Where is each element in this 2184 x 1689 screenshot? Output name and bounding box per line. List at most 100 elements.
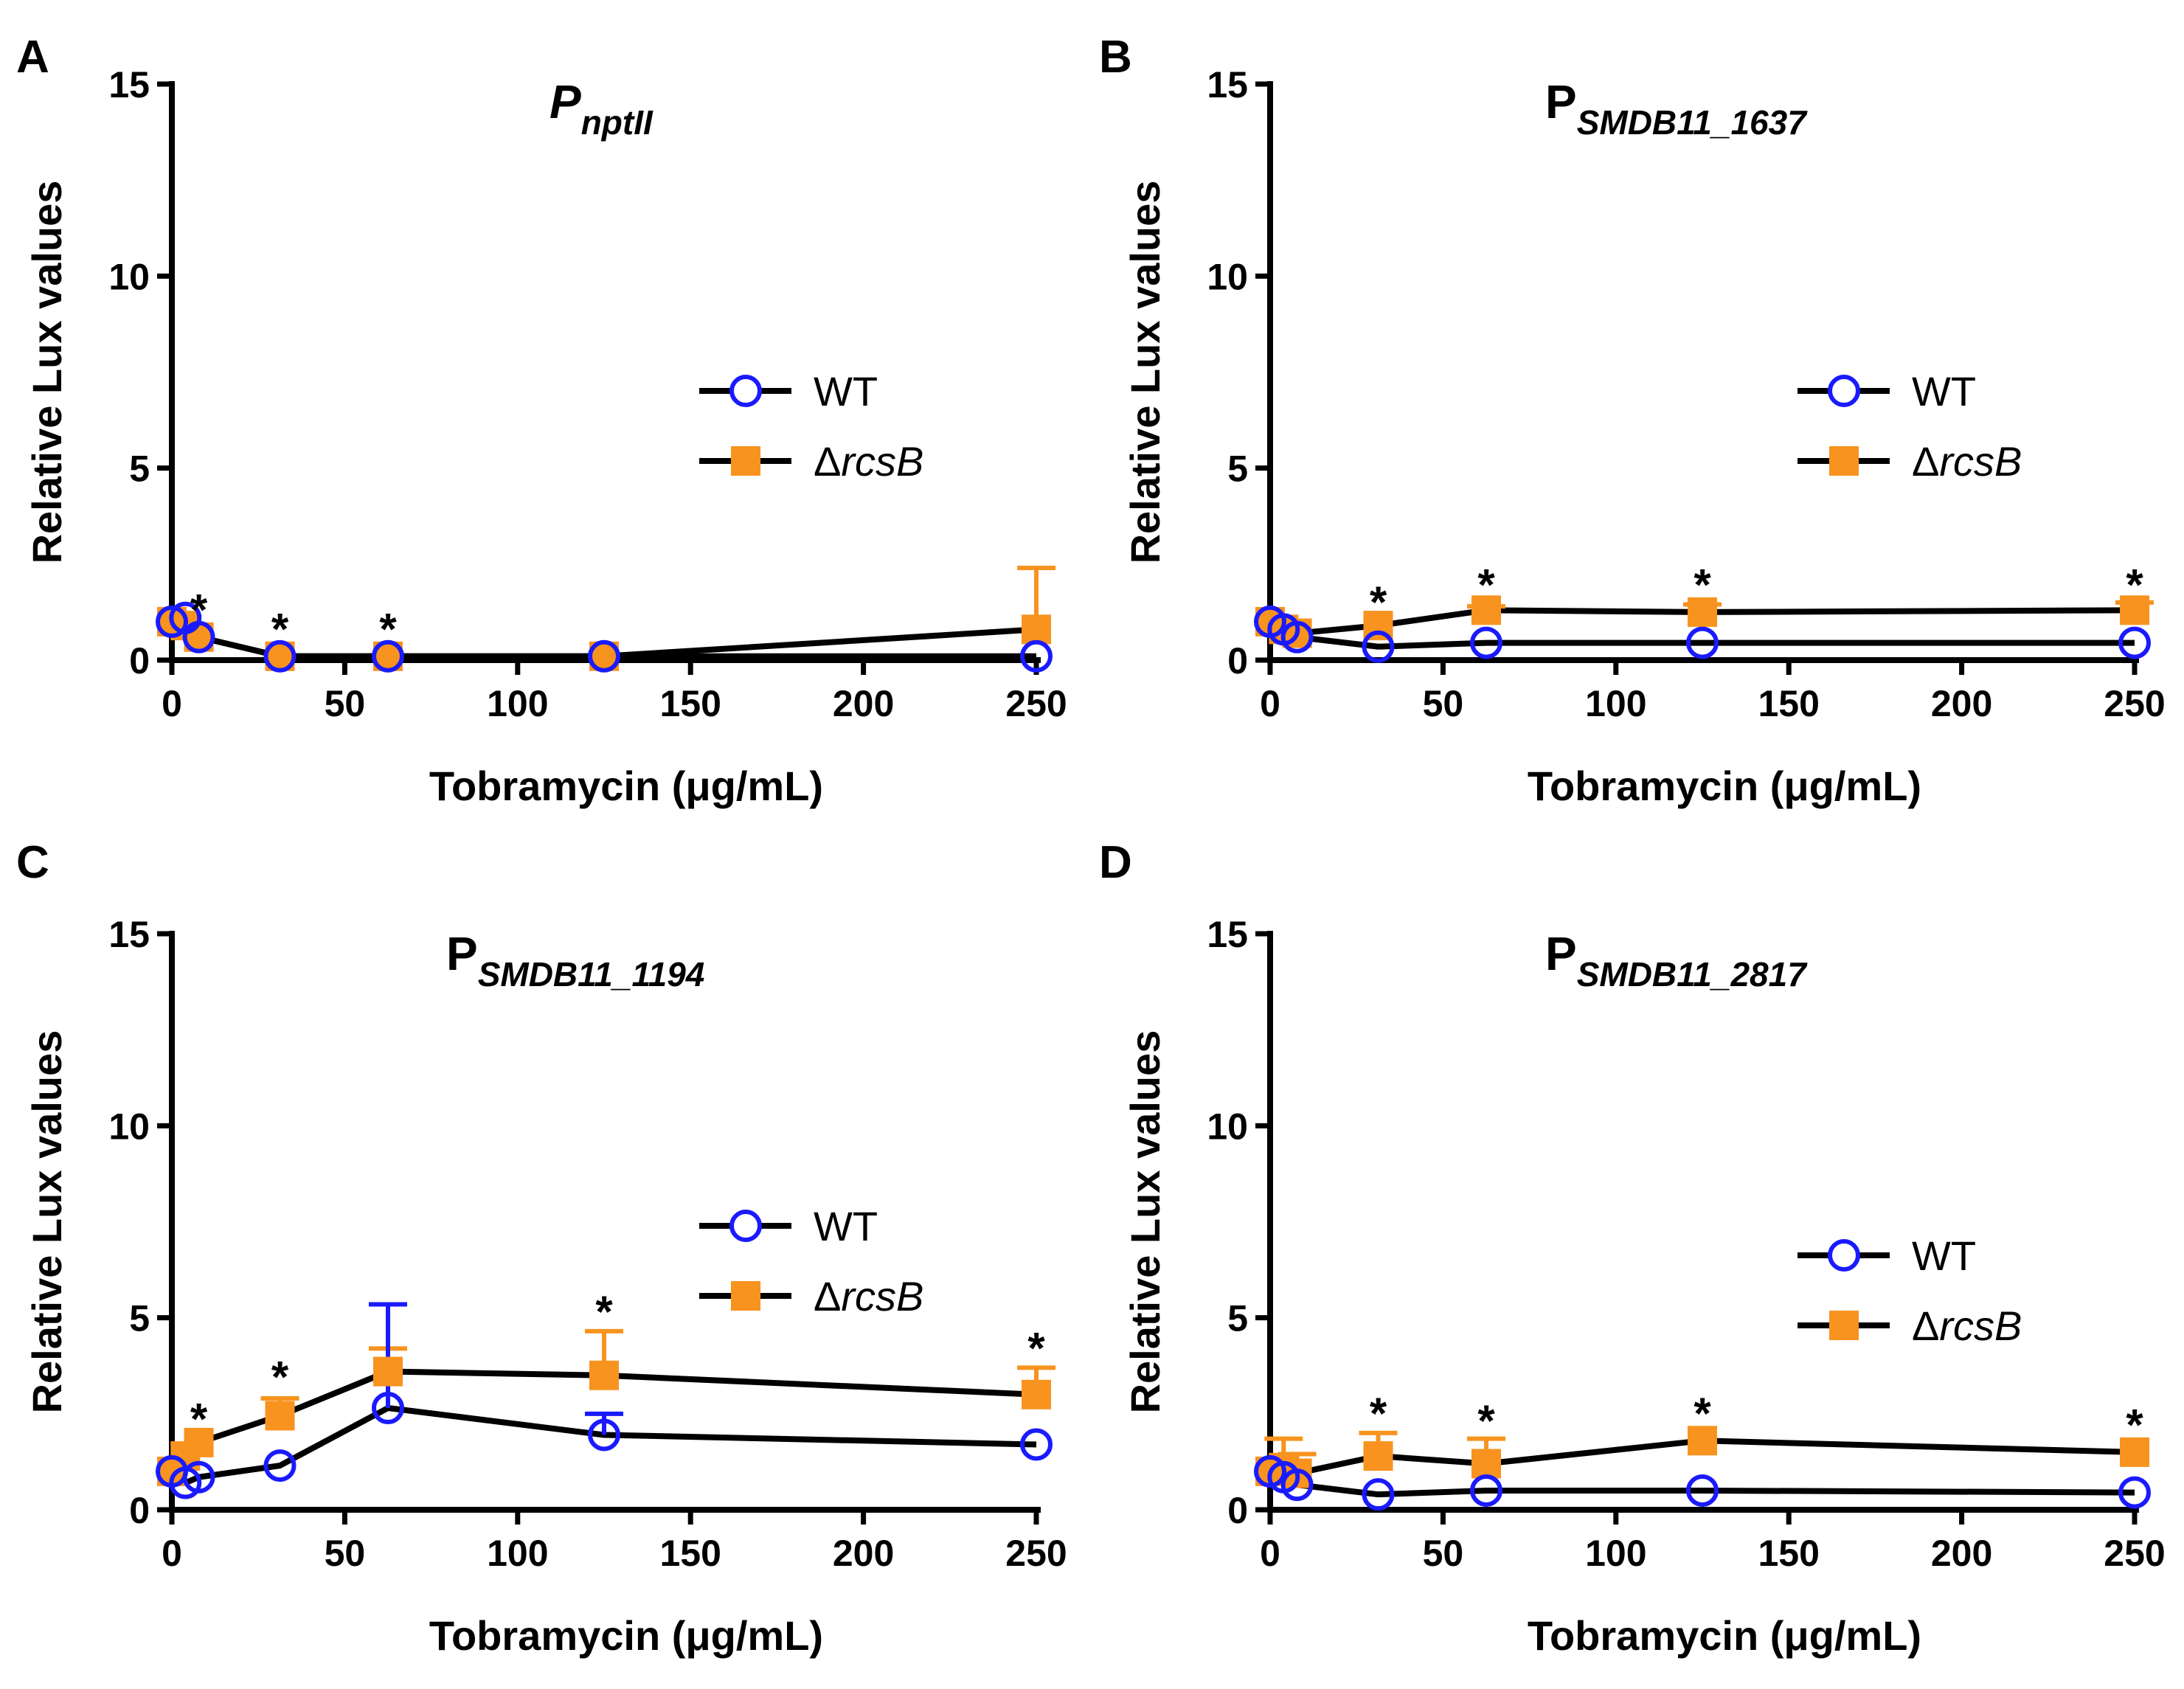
- y-tick-label: 10: [1207, 256, 1248, 297]
- data-point-circle: [1470, 626, 1502, 659]
- x-tick-label: 200: [1931, 1533, 1992, 1574]
- legend-label-name: rcsB: [1939, 438, 2022, 485]
- legend-marker-circle: [729, 375, 762, 407]
- data-point-square: [1022, 614, 1051, 645]
- x-axis-label: Tobramycin (μg/mL): [1528, 763, 1921, 809]
- chart-title-subscript: nptII: [581, 103, 654, 142]
- y-tick-label: 0: [129, 1490, 150, 1531]
- legend-label-name: WT: [814, 1203, 878, 1249]
- legend-label-prefix: Δ: [814, 1273, 841, 1319]
- significance-asterisk: *: [190, 1395, 208, 1444]
- y-tick-label: 15: [1207, 64, 1248, 105]
- x-tick-label: 50: [1423, 683, 1464, 724]
- x-tick-label: 0: [1260, 683, 1280, 724]
- data-point-circle: [2118, 626, 2151, 659]
- data-point-circle: [1280, 620, 1314, 653]
- chart-title: PnptII: [550, 75, 654, 142]
- legend-label-prefix: Δ: [814, 438, 841, 485]
- data-point-circle: [588, 639, 620, 673]
- y-tick-label: 10: [108, 1106, 150, 1147]
- x-tick-label: 250: [2104, 683, 2165, 724]
- x-tick-label: 200: [833, 1533, 894, 1574]
- data-point-square: [373, 1356, 403, 1387]
- significance-asterisk: *: [1694, 560, 1711, 609]
- legend-label-name: rcsB: [1939, 1303, 2022, 1349]
- y-tick-label: 10: [108, 256, 150, 297]
- x-tick-label: 100: [487, 683, 548, 724]
- x-tick-label: 100: [1585, 683, 1646, 724]
- y-axis-label: Relative Lux values: [24, 181, 70, 564]
- significance-asterisk: *: [190, 585, 208, 634]
- legend-label-rcsb: ΔrcsB: [814, 438, 923, 485]
- legend-label-name: WT: [814, 368, 878, 415]
- y-tick-label: 15: [108, 914, 150, 955]
- data-point-square: [1471, 595, 1501, 625]
- significance-asterisk: *: [2126, 1400, 2143, 1449]
- significance-asterisk: *: [1370, 1389, 1387, 1438]
- legend-label-name: rcsB: [841, 1273, 923, 1319]
- y-tick-label: 10: [1207, 1106, 1248, 1147]
- chart-panel-D: D PSMDB11_2817 0 50 100 150 200 250 0 5 10 15 Tobram…: [1099, 837, 2166, 1659]
- chart-title-main: P: [550, 75, 581, 128]
- x-tick-label: 100: [1585, 1533, 1646, 1574]
- y-tick-label: 0: [1227, 1490, 1248, 1531]
- chart-title: PSMDB11_2817: [1545, 927, 1808, 993]
- significance-asterisk: *: [1477, 1396, 1495, 1446]
- x-tick-label: 150: [1758, 683, 1819, 724]
- significance-asterisk: *: [379, 604, 397, 653]
- y-tick-label: 0: [129, 640, 150, 682]
- significance-asterisk: *: [1027, 1323, 1045, 1373]
- data-point-square: [2120, 595, 2149, 625]
- legend-label-wt: WT: [814, 1203, 878, 1249]
- chart-title-subscript: SMDB11_1194: [478, 955, 705, 993]
- chart-title: PSMDB11_1637: [1545, 75, 1808, 142]
- legend-label-wt: WT: [1912, 368, 1976, 415]
- legend-label-name: WT: [1912, 1232, 1976, 1279]
- chart-title-subscript: SMDB11_2817: [1577, 955, 1809, 993]
- legend-label-rcsb: ΔrcsB: [814, 1273, 923, 1319]
- x-tick-label: 150: [659, 683, 721, 724]
- x-axis-label: Tobramycin (μg/mL): [1528, 1612, 1921, 1659]
- y-axis-label: Relative Lux values: [24, 1030, 70, 1414]
- data-point-circle: [2118, 1476, 2151, 1509]
- x-axis-label: Tobramycin (μg/mL): [429, 1612, 823, 1659]
- legend-label-name: WT: [1912, 368, 1976, 415]
- x-tick-label: 0: [162, 1533, 182, 1574]
- legend-label-prefix: Δ: [1912, 438, 1939, 485]
- data-point-square: [184, 1427, 214, 1457]
- chart-title-subscript: SMDB11_1637: [1577, 103, 1809, 142]
- data-point-circle: [1686, 1474, 1719, 1507]
- data-point-square: [1471, 1449, 1501, 1479]
- x-tick-label: 150: [659, 1533, 721, 1574]
- y-tick-label: 0: [1227, 640, 1248, 682]
- data-point-square: [589, 1360, 619, 1390]
- x-tick-label: 150: [1758, 1533, 1819, 1574]
- data-point-square: [2120, 1437, 2149, 1467]
- y-tick-label: 5: [1227, 1298, 1248, 1339]
- x-tick-label: 100: [487, 1533, 548, 1574]
- legend-marker-circle: [729, 1210, 762, 1242]
- data-point-square: [1688, 1426, 1717, 1456]
- data-point-circle: [1280, 1468, 1314, 1502]
- y-tick-label: 15: [1207, 914, 1248, 955]
- data-point-circle: [156, 605, 188, 638]
- data-point-circle: [1020, 639, 1053, 673]
- data-point-square: [1022, 1379, 1051, 1409]
- legend-marker-square: [1829, 1311, 1859, 1340]
- y-tick-label: 5: [1227, 448, 1248, 490]
- data-point-square: [265, 1401, 295, 1431]
- significance-asterisk: *: [271, 604, 289, 653]
- panel-label: C: [16, 837, 49, 888]
- y-axis-label: Relative Lux values: [1122, 1030, 1168, 1414]
- legend-label-prefix: Δ: [1912, 1303, 1939, 1349]
- chart-panel-B: B PSMDB11_1637 0 50 100 150 200 250 0 5 10 15 Tobram…: [1099, 32, 2166, 809]
- y-axis-label: Relative Lux values: [1122, 181, 1168, 564]
- panel-label: A: [16, 32, 49, 83]
- significance-asterisk: *: [271, 1352, 289, 1401]
- x-tick-label: 50: [1423, 1533, 1464, 1574]
- chart-title-main: P: [1545, 75, 1577, 128]
- data-point-circle: [182, 1460, 215, 1494]
- x-tick-label: 250: [1005, 1533, 1067, 1574]
- data-point-square: [1363, 1441, 1393, 1471]
